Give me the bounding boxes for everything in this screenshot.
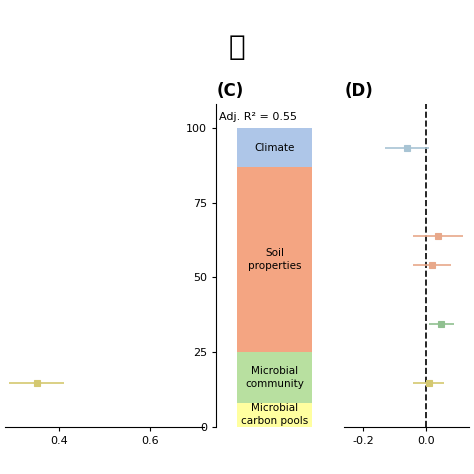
Text: (D): (D): [345, 82, 373, 100]
Text: Climate: Climate: [254, 143, 295, 153]
Text: Soil
properties: Soil properties: [248, 248, 301, 271]
Bar: [237, 128, 312, 167]
Text: 🌾: 🌾: [228, 33, 246, 62]
Bar: [237, 403, 312, 427]
Text: Microbial
community: Microbial community: [245, 366, 304, 389]
Bar: [237, 167, 312, 352]
Bar: [237, 352, 312, 403]
Text: Adj. R² = 0.55: Adj. R² = 0.55: [219, 112, 297, 122]
Text: Microbial
carbon pools: Microbial carbon pools: [241, 403, 308, 426]
Text: (C): (C): [216, 82, 244, 100]
